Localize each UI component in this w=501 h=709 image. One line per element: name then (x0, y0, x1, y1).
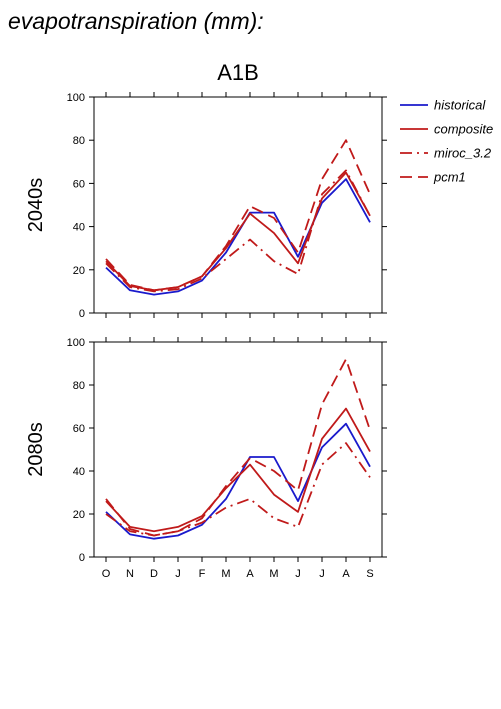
series-line-composite (105, 171, 371, 292)
y-tick-label: 80 (73, 135, 85, 147)
x-tick-label: S (366, 568, 373, 580)
y-tick-label: 100 (67, 92, 85, 104)
x-tick-label: M (221, 568, 230, 580)
legend-label: miroc_3.2 (434, 146, 492, 161)
y-tick-label: 80 (73, 380, 85, 392)
x-tick-label: A (246, 568, 254, 580)
x-tick-label: D (150, 568, 158, 580)
y-tick-label: 100 (67, 337, 85, 349)
panel-2040s: 0 20 40 60 80 100 2040s (25, 92, 387, 320)
y-tick-label: 60 (73, 423, 85, 435)
y-tick-label: 40 (73, 222, 85, 234)
legend-label: composite (434, 122, 493, 137)
series-line-composite (105, 407, 371, 533)
x-tick-label: A (342, 568, 350, 580)
row-label: 2040s (25, 178, 47, 233)
y-tick-label: 60 (73, 178, 85, 190)
legend-item-miroc_3.2: miroc_3.2 (400, 146, 492, 161)
series-line-pcm1 (105, 139, 371, 292)
series-line-historical (105, 178, 371, 296)
series-line-miroc_3.2 (105, 442, 371, 537)
series-line-pcm1 (105, 358, 371, 537)
y-tick-label: 40 (73, 466, 85, 478)
legend-item-pcm1: pcm1 (400, 170, 466, 185)
y-tick-label: 20 (73, 509, 85, 521)
chart-title: A1B (217, 60, 259, 85)
x-tick-label: J (295, 568, 301, 580)
chart-panels: 0 20 40 60 80 100 2040s 0 20 40 60 80 100 O N D J F M A M J J A… (25, 92, 387, 580)
series-line-historical (105, 422, 371, 540)
y-tick-label: 20 (73, 265, 85, 277)
legend: historical composite miroc_3.2 pcm1 (400, 98, 493, 185)
x-tick-label: J (319, 568, 325, 580)
x-tick-label: F (199, 568, 206, 580)
y-tick-label: 0 (79, 308, 85, 320)
legend-item-historical: historical (400, 98, 486, 113)
panel-2080s: 0 20 40 60 80 100 O N D J F M A M J J A S 2080s (25, 337, 387, 580)
legend-item-composite: composite (400, 122, 493, 137)
plot-frame (93, 341, 383, 558)
plot-frame (93, 96, 383, 314)
row-label: 2080s (25, 422, 47, 477)
series-line-miroc_3.2 (105, 169, 371, 293)
y-tick-label: 0 (79, 552, 85, 564)
legend-label: pcm1 (433, 170, 466, 185)
x-tick-label: N (126, 568, 134, 580)
legend-label: historical (434, 98, 486, 113)
page-title: evapotranspiration (mm): (8, 8, 264, 34)
x-tick-label: M (269, 568, 278, 580)
x-tick-label: J (175, 568, 181, 580)
x-tick-label: O (102, 568, 111, 580)
